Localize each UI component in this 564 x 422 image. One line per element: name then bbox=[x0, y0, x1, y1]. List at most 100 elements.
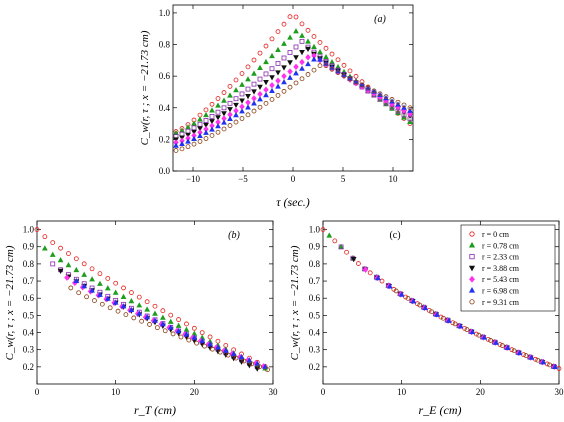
panel-a-xtick-label: −10 bbox=[186, 174, 201, 184]
panel-c-xlabel: r_E (cm) bbox=[419, 403, 462, 417]
panel-b-point bbox=[159, 314, 166, 320]
panel-c-point bbox=[426, 307, 432, 313]
panel-a-point bbox=[287, 14, 293, 20]
panel-a-point bbox=[323, 63, 329, 69]
panel-a-point bbox=[191, 141, 197, 147]
panel-a-point bbox=[245, 112, 251, 118]
panel-a-point bbox=[341, 62, 347, 68]
legend-marker bbox=[469, 275, 475, 283]
panel-b-xlabel: r_T (cm) bbox=[134, 403, 176, 417]
panel-c-point bbox=[464, 327, 470, 332]
panel-c-point bbox=[379, 278, 385, 284]
panel-a-point bbox=[257, 64, 263, 70]
panel-a-point bbox=[197, 121, 203, 127]
panel-a-point bbox=[257, 84, 263, 90]
panel-a-xtick-label: 10 bbox=[389, 174, 399, 184]
panel-a-point bbox=[239, 98, 245, 104]
panel-a-points bbox=[173, 14, 413, 153]
panel-a-point bbox=[245, 93, 251, 100]
panel-b-point bbox=[136, 294, 142, 300]
panel-a-point bbox=[281, 40, 287, 46]
panel-a-point bbox=[215, 102, 221, 108]
panel-b-point bbox=[128, 290, 134, 295]
panel-c-point bbox=[355, 261, 361, 266]
panel-b-point bbox=[233, 355, 239, 361]
panel-a-point bbox=[335, 57, 341, 63]
panel-a-tag: (a) bbox=[374, 14, 386, 25]
panel-a-point bbox=[383, 95, 389, 101]
panel-b-point bbox=[64, 274, 70, 281]
panel-a-point bbox=[257, 96, 263, 102]
panel-b-point bbox=[81, 283, 88, 289]
panel-b-point bbox=[207, 341, 213, 347]
panel-b-point bbox=[89, 276, 95, 282]
panel-a-point bbox=[215, 109, 221, 115]
panel-c-ylabel: C_w(r, τ ; x = −21.73 cm) bbox=[289, 245, 301, 360]
panel-a-point bbox=[299, 65, 305, 71]
panel-c-xtick-label: 10 bbox=[397, 387, 407, 397]
panel-b-point bbox=[210, 346, 215, 352]
panel-b-ytick-label: 0.8 bbox=[23, 259, 35, 269]
panel-a-point bbox=[227, 92, 233, 98]
panel-a-point bbox=[275, 92, 281, 98]
panel-a-point bbox=[347, 68, 353, 74]
panel-b-point bbox=[183, 326, 190, 332]
panel-c-xtick-label: 30 bbox=[555, 387, 564, 397]
panel-a-point bbox=[179, 146, 185, 152]
panel-a-point bbox=[269, 97, 275, 102]
panel-a-point bbox=[389, 97, 395, 102]
panel-c-point bbox=[326, 232, 333, 238]
panel-a-point bbox=[221, 90, 227, 95]
panel-b-point bbox=[123, 312, 129, 317]
panel-c-point bbox=[393, 288, 399, 294]
panel-b-point bbox=[66, 251, 71, 256]
panel-a-point bbox=[245, 64, 251, 70]
panel-b-point bbox=[217, 349, 223, 355]
panel-b-point bbox=[144, 299, 150, 305]
panel-a-point bbox=[179, 127, 185, 133]
panel-a-point bbox=[269, 82, 275, 89]
panel-c-point bbox=[547, 362, 552, 368]
panel-c-point bbox=[417, 302, 423, 308]
panel-a-point bbox=[329, 58, 335, 65]
panel-b-point bbox=[183, 331, 190, 337]
panel-a-point bbox=[299, 21, 305, 27]
panel-a-point bbox=[209, 119, 215, 125]
panel-b-point bbox=[199, 330, 205, 336]
panel-b-point bbox=[41, 245, 48, 251]
panel-a-point bbox=[251, 81, 257, 87]
panel-a-point bbox=[251, 108, 257, 114]
panel-c-point bbox=[445, 317, 452, 323]
panel-a-point bbox=[239, 91, 245, 97]
panel-a-point bbox=[335, 70, 341, 75]
panel-a-point bbox=[287, 50, 293, 55]
panel-b-point bbox=[97, 291, 103, 297]
panel-b-point bbox=[262, 363, 269, 369]
panel-a-point bbox=[269, 52, 275, 59]
panel-b-point bbox=[215, 344, 221, 350]
panel-c-point bbox=[469, 328, 476, 335]
panel-c-point bbox=[410, 298, 417, 304]
panel-a-point bbox=[203, 111, 209, 118]
panel-c-point bbox=[398, 291, 405, 297]
panel-a-point bbox=[299, 50, 305, 56]
panel-b-ytick-label: 1.0 bbox=[23, 225, 35, 235]
panel-a-ylabel: C_w(r, τ ; x = −21.73 cm) bbox=[139, 30, 151, 145]
panel-b-point bbox=[112, 289, 119, 295]
panel-a-point bbox=[353, 78, 359, 84]
panel-b-point bbox=[99, 301, 105, 307]
panel-a-point bbox=[215, 122, 221, 129]
panel-b-point bbox=[92, 298, 97, 303]
panel-a-point bbox=[221, 105, 227, 111]
panel-c-point bbox=[540, 359, 547, 365]
panel-b-point bbox=[254, 360, 261, 366]
panel-a-point bbox=[185, 128, 191, 134]
panel-b-point bbox=[120, 303, 127, 309]
legend-label: r = 3.88 cm bbox=[482, 264, 520, 273]
panel-b-tag: (b) bbox=[228, 230, 240, 241]
panel-a-point bbox=[299, 32, 305, 38]
panel-b-point bbox=[170, 331, 176, 337]
panel-a-point bbox=[281, 79, 287, 85]
panel-a-point bbox=[287, 60, 293, 66]
legend: r = 0 cm r = 0.78 cm r = 2.33 cm r = 3.88 c… bbox=[460, 224, 556, 312]
